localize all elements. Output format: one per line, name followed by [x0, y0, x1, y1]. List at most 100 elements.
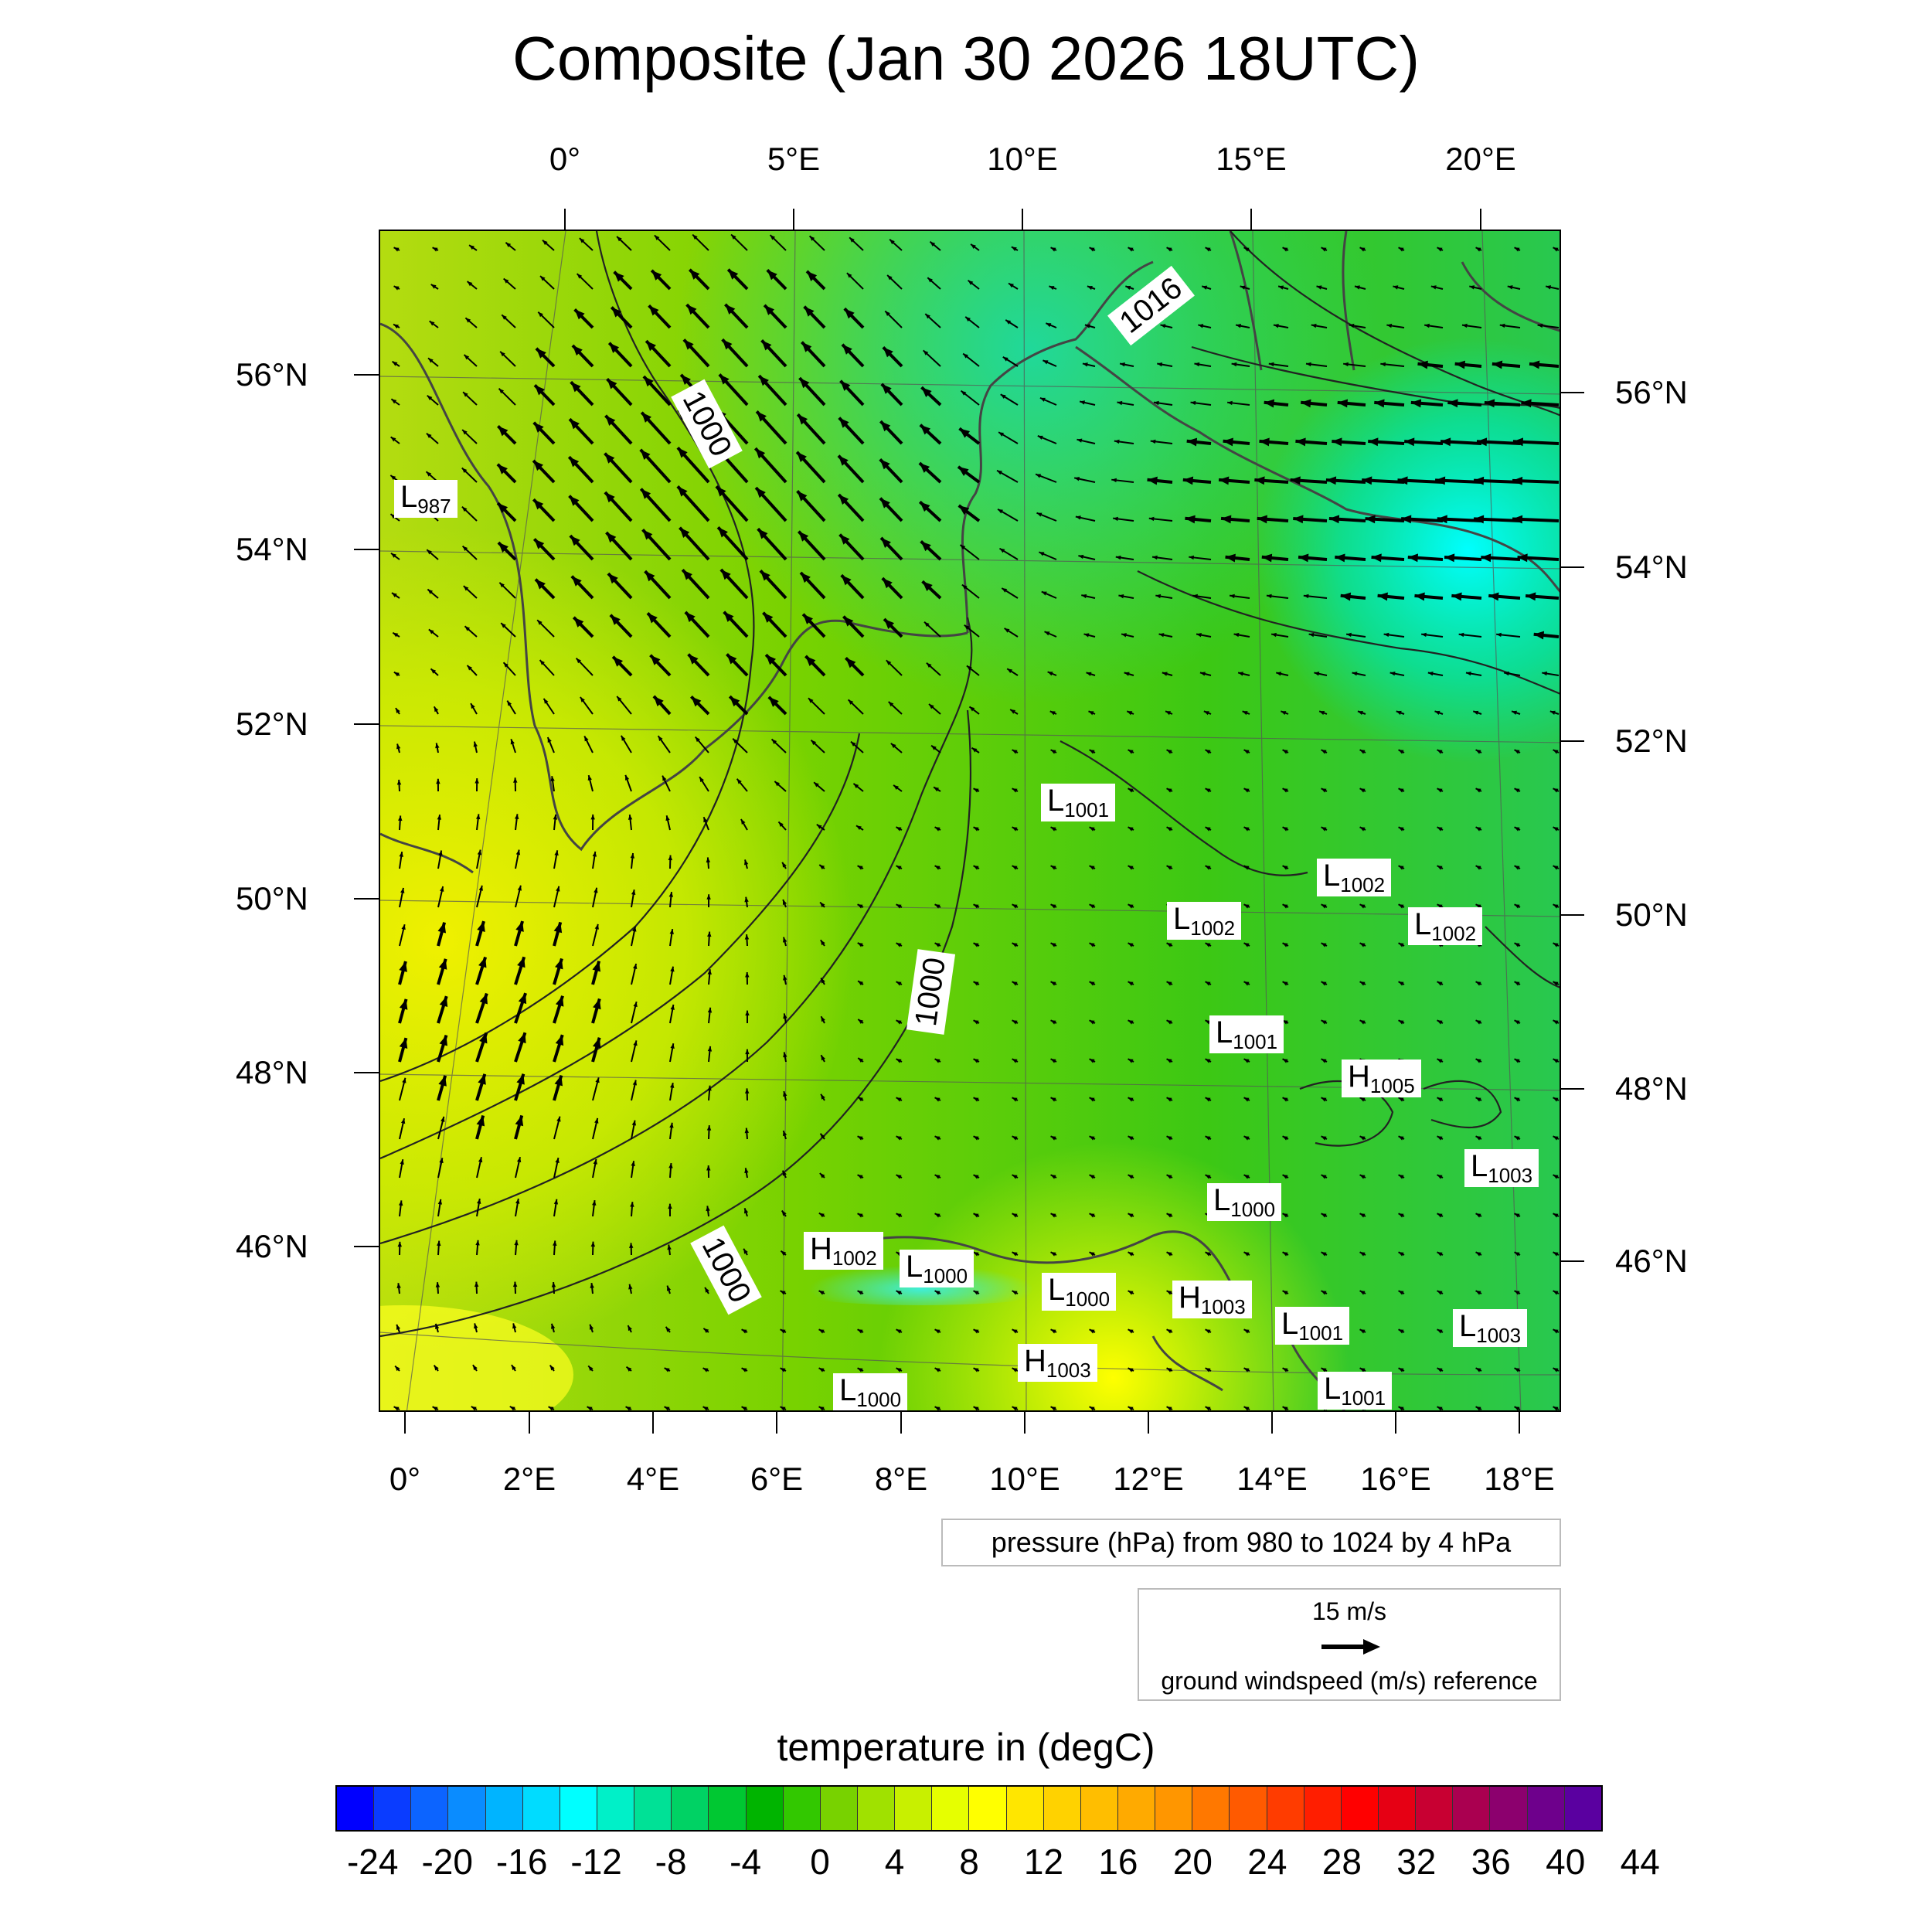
wind-vector-head [1507, 285, 1513, 290]
wind-vector-head [896, 1136, 902, 1141]
wind-vector-head [1196, 632, 1202, 638]
wind-vector-head [393, 672, 400, 677]
wind-vector-head [1435, 476, 1446, 485]
wind-vector-head [643, 376, 654, 387]
wind-vector-head [509, 1406, 515, 1410]
colorbar-title: temperature in (degC) [777, 1726, 1155, 1769]
wind-vector-head [605, 415, 616, 426]
wind-vector-head [1165, 711, 1172, 716]
wind-vector-head [853, 783, 859, 789]
wind-vector-head [472, 1365, 478, 1371]
wind-vector-head [1343, 362, 1349, 367]
wind-vector-head [1553, 1368, 1559, 1372]
wind-vector-head [842, 344, 852, 355]
colorbar-swatch [709, 1787, 747, 1830]
wind-vector-head [1458, 632, 1464, 638]
wind-vector-head [1512, 476, 1523, 485]
wind-vector-head [514, 1240, 519, 1246]
left-lat-label: 50°N [236, 880, 308, 917]
wind-vector-head [843, 616, 854, 627]
wind-vector-head [1398, 1175, 1404, 1179]
wind-vector-head [669, 1122, 674, 1128]
wind-vector-head [1301, 399, 1311, 408]
wind-vector-head [614, 271, 624, 282]
wind-vector-head [681, 374, 691, 386]
wind-vector-head [716, 486, 726, 497]
wind-vector-head [811, 740, 817, 746]
wind-vector-head [555, 958, 563, 970]
wind-vector-head [1050, 1175, 1056, 1179]
wind-vector-head [427, 395, 433, 401]
wind-vector-head [1321, 943, 1327, 947]
wind-vector-head [667, 1244, 672, 1250]
wind-vector-head [1346, 632, 1352, 638]
wind-vector-head [965, 316, 971, 322]
wind-vector-head [799, 378, 810, 389]
wind-vector-head [1243, 943, 1250, 947]
wind-vector-head [664, 1368, 670, 1372]
wind-vector-head [844, 308, 855, 319]
wind-vector-head [960, 545, 966, 550]
wind-vector-head [515, 921, 524, 932]
wind-vector-head [473, 741, 478, 747]
wind-vector-head [477, 921, 485, 932]
wind-vector-head [1089, 866, 1095, 870]
wind-vector-head [503, 662, 509, 668]
wind-vector-head [392, 361, 398, 366]
wind-vector-head [518, 1032, 526, 1044]
wind-vector-head [427, 549, 432, 555]
wind-vector-head [1012, 1329, 1018, 1334]
wind-vector-head [1492, 360, 1503, 369]
wind-vector-head [1437, 1329, 1443, 1334]
wind-vector-head [781, 1210, 787, 1216]
wind-vector-head [1037, 435, 1043, 440]
wind-vector-head [1475, 1097, 1481, 1102]
wind-vector-head [971, 747, 978, 753]
wind-vector-head [539, 660, 545, 665]
wind-vector-head [471, 1406, 477, 1410]
wind-vector-head [400, 887, 405, 893]
wind-vector-head [1514, 1213, 1520, 1218]
wind-vector-head [998, 432, 1005, 437]
wind-vector-head [437, 1240, 441, 1247]
wind-vector-head [513, 777, 518, 783]
colorbar-swatch [1230, 1787, 1267, 1830]
wind-vector-head [1359, 788, 1366, 793]
wind-vector-head [1223, 437, 1233, 447]
wind-vector-head [1398, 1097, 1404, 1102]
wind-vector-head [556, 886, 560, 892]
colorbar-tick-label: 0 [810, 1842, 830, 1882]
wind-vector-head [1243, 247, 1250, 252]
wind-vector-head [1243, 1059, 1250, 1063]
wind-vector-head [683, 339, 694, 350]
wind-vector-head [934, 1136, 940, 1141]
wind-vector-head [730, 696, 740, 707]
wind-vector-head [1158, 633, 1165, 638]
wind-vector-head [1357, 710, 1363, 716]
wind-vector-head [1087, 285, 1093, 291]
wind-vector-head [1128, 1406, 1134, 1410]
wind-vector-head [1542, 671, 1548, 676]
wind-vector-head [1319, 711, 1325, 716]
wind-vector-head [505, 242, 512, 247]
wind-vector-head [594, 923, 599, 930]
wind-vector-head [1089, 1329, 1095, 1334]
wind-vector-head [569, 495, 580, 506]
wind-vector-head [780, 1406, 786, 1410]
wind-vector-head [780, 1329, 786, 1334]
wind-vector-head [1012, 750, 1018, 754]
wind-vector-head [432, 247, 438, 252]
bottom-lon-label: 14°E [1236, 1461, 1308, 1497]
wind-vector-head [1526, 592, 1536, 601]
wind-vector-head [1398, 1329, 1404, 1334]
wind-vector-head [797, 491, 808, 502]
wind-vector-head [1475, 788, 1481, 793]
wind-vector-head [1282, 247, 1288, 252]
wind-vector-head [1205, 1175, 1211, 1179]
wind-reference-speed: 15 m/s [1311, 1597, 1387, 1625]
colorbar-swatch [597, 1787, 635, 1830]
wind-vector-head [1050, 1329, 1056, 1334]
wind-vector-head [665, 1326, 671, 1332]
wind-vector-head [1437, 1059, 1443, 1063]
wind-vector-head [1398, 788, 1404, 793]
